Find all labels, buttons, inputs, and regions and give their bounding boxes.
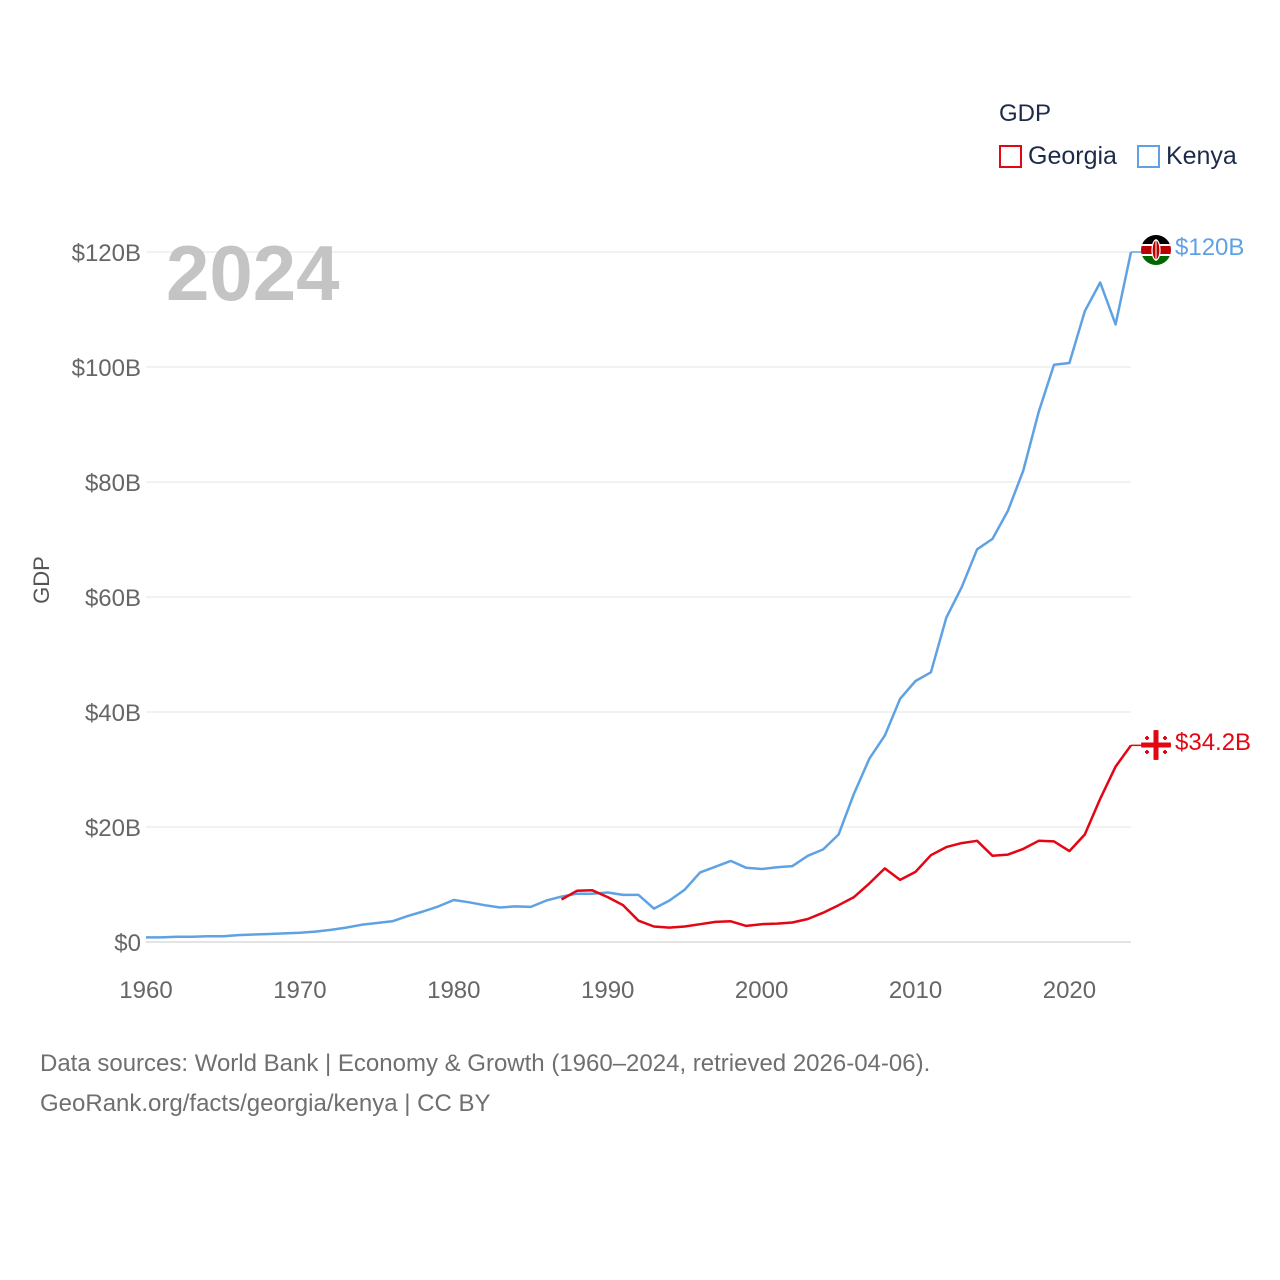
legend-item-georgia[interactable]: Georgia (999, 142, 1117, 171)
series-lines (146, 251, 1143, 939)
legend: Georgia Kenya (999, 142, 1237, 171)
series-line-kenya[interactable] (146, 251, 1133, 939)
y-tick-label: $100B (72, 355, 141, 382)
legend-label-georgia: Georgia (1028, 142, 1117, 170)
x-tick-label: 2010 (889, 977, 942, 1004)
x-tick-label: 1970 (273, 977, 326, 1004)
gridlines (146, 251, 1131, 943)
legend-title: GDP (999, 100, 1052, 127)
y-tick-label: $40B (85, 700, 141, 727)
year-label: 2024 (166, 229, 340, 317)
source-note: Data sources: World Bank | Economy & Gro… (40, 1044, 930, 1124)
legend-item-kenya[interactable]: Kenya (1136, 142, 1237, 171)
y-tick-label: $20B (85, 815, 141, 842)
x-tick-label: 1980 (427, 977, 480, 1004)
legend-swatch-kenya (1136, 145, 1160, 168)
y-tick-label: $120B (72, 240, 141, 267)
georgia-flag-icon (1141, 730, 1171, 760)
source-line-1: Data sources: World Bank | Economy & Gro… (40, 1050, 931, 1077)
legend-swatch-georgia (999, 145, 1022, 168)
x-tick-label: 1960 (119, 977, 172, 1004)
x-tick-label: 2020 (1043, 977, 1096, 1004)
end-label-kenya: $120B (1175, 234, 1245, 261)
end-label-georgia: $34.2B (1175, 729, 1252, 756)
y-axis-ticks: $0 $20B $40B $60B $80B $100B $120B (72, 240, 141, 957)
x-tick-label: 2000 (735, 977, 788, 1004)
y-axis-title: GDP (29, 556, 54, 604)
x-tick-label: 1990 (581, 977, 634, 1004)
y-tick-label: $80B (85, 470, 141, 497)
legend-label-kenya: Kenya (1165, 142, 1237, 170)
x-axis-ticks: 1960 1970 1980 1990 2000 2010 2020 (119, 977, 1096, 1004)
kenya-flag-icon (1141, 235, 1171, 265)
y-tick-label: $0 (114, 930, 141, 957)
series-line-georgia[interactable] (560, 744, 1133, 929)
y-tick-label: $60B (85, 585, 141, 612)
source-line-2[interactable]: GeoRank.org/facts/georgia/kenya | CC BY (40, 1090, 491, 1117)
